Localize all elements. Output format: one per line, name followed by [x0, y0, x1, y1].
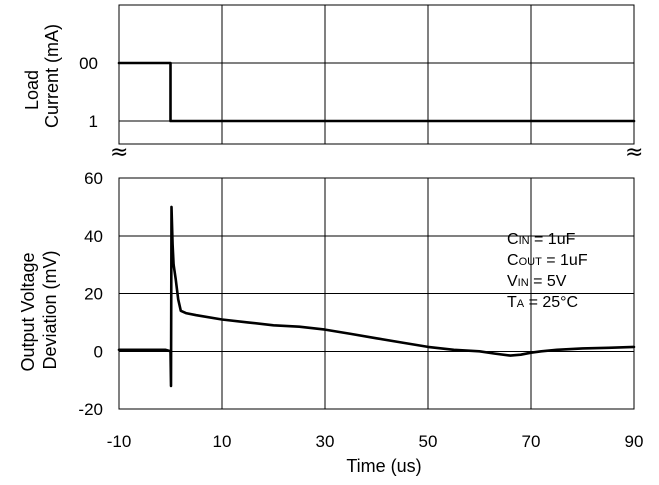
condition-label: TA = 25°C [507, 294, 578, 311]
bottom-ylabel-line1: Output Voltage [18, 252, 38, 371]
x-tick-label: 30 [316, 432, 335, 451]
x-axis-label: Time (us) [346, 456, 421, 476]
y-tick-label: 0 [94, 342, 103, 361]
top-panel: 00 1 Load Current (mA) [22, 4, 636, 145]
load-current-trace [117, 61, 636, 123]
output-voltage-trace [117, 205, 636, 388]
x-tick-labels: -10 10 30 50 70 90 [107, 432, 644, 451]
conditions-annotation: CIN = 1uF COUT = 1uF VIN = 5V TA = 25°C [507, 231, 588, 311]
top-plot-frame [118, 4, 635, 145]
condition-label: CIN = 1uF [507, 231, 576, 248]
y-tick-label: 20 [84, 285, 103, 304]
condition-label: VIN = 5V [507, 273, 567, 290]
y-tick-label: 40 [84, 227, 103, 246]
bottom-y-tick-labels: -20 0 20 40 60 [78, 169, 103, 419]
y-tick-label: -20 [78, 400, 103, 419]
x-tick-label: 70 [522, 432, 541, 451]
top-gridlines [119, 5, 634, 144]
top-y-tick-label: 00 [79, 54, 98, 73]
bottom-gridlines [119, 178, 634, 409]
top-ylabel-line1: Load [22, 70, 42, 110]
x-tick-label: -10 [107, 432, 132, 451]
x-tick-label: 90 [625, 432, 644, 451]
x-tick-label: 50 [419, 432, 438, 451]
top-y-tick-label: 1 [89, 112, 98, 131]
top-y-tick-labels: 00 1 [79, 54, 98, 131]
x-tick-label: 10 [213, 432, 232, 451]
bottom-ylabel-line2: Deviation (mV) [40, 250, 60, 369]
axis-break-left: ≈ [110, 140, 128, 165]
y-tick-label: 60 [84, 169, 103, 188]
top-ylabel-line2: Current (mA) [42, 24, 62, 128]
condition-label: COUT = 1uF [507, 252, 588, 269]
axis-break-right: ≈ [625, 140, 643, 165]
